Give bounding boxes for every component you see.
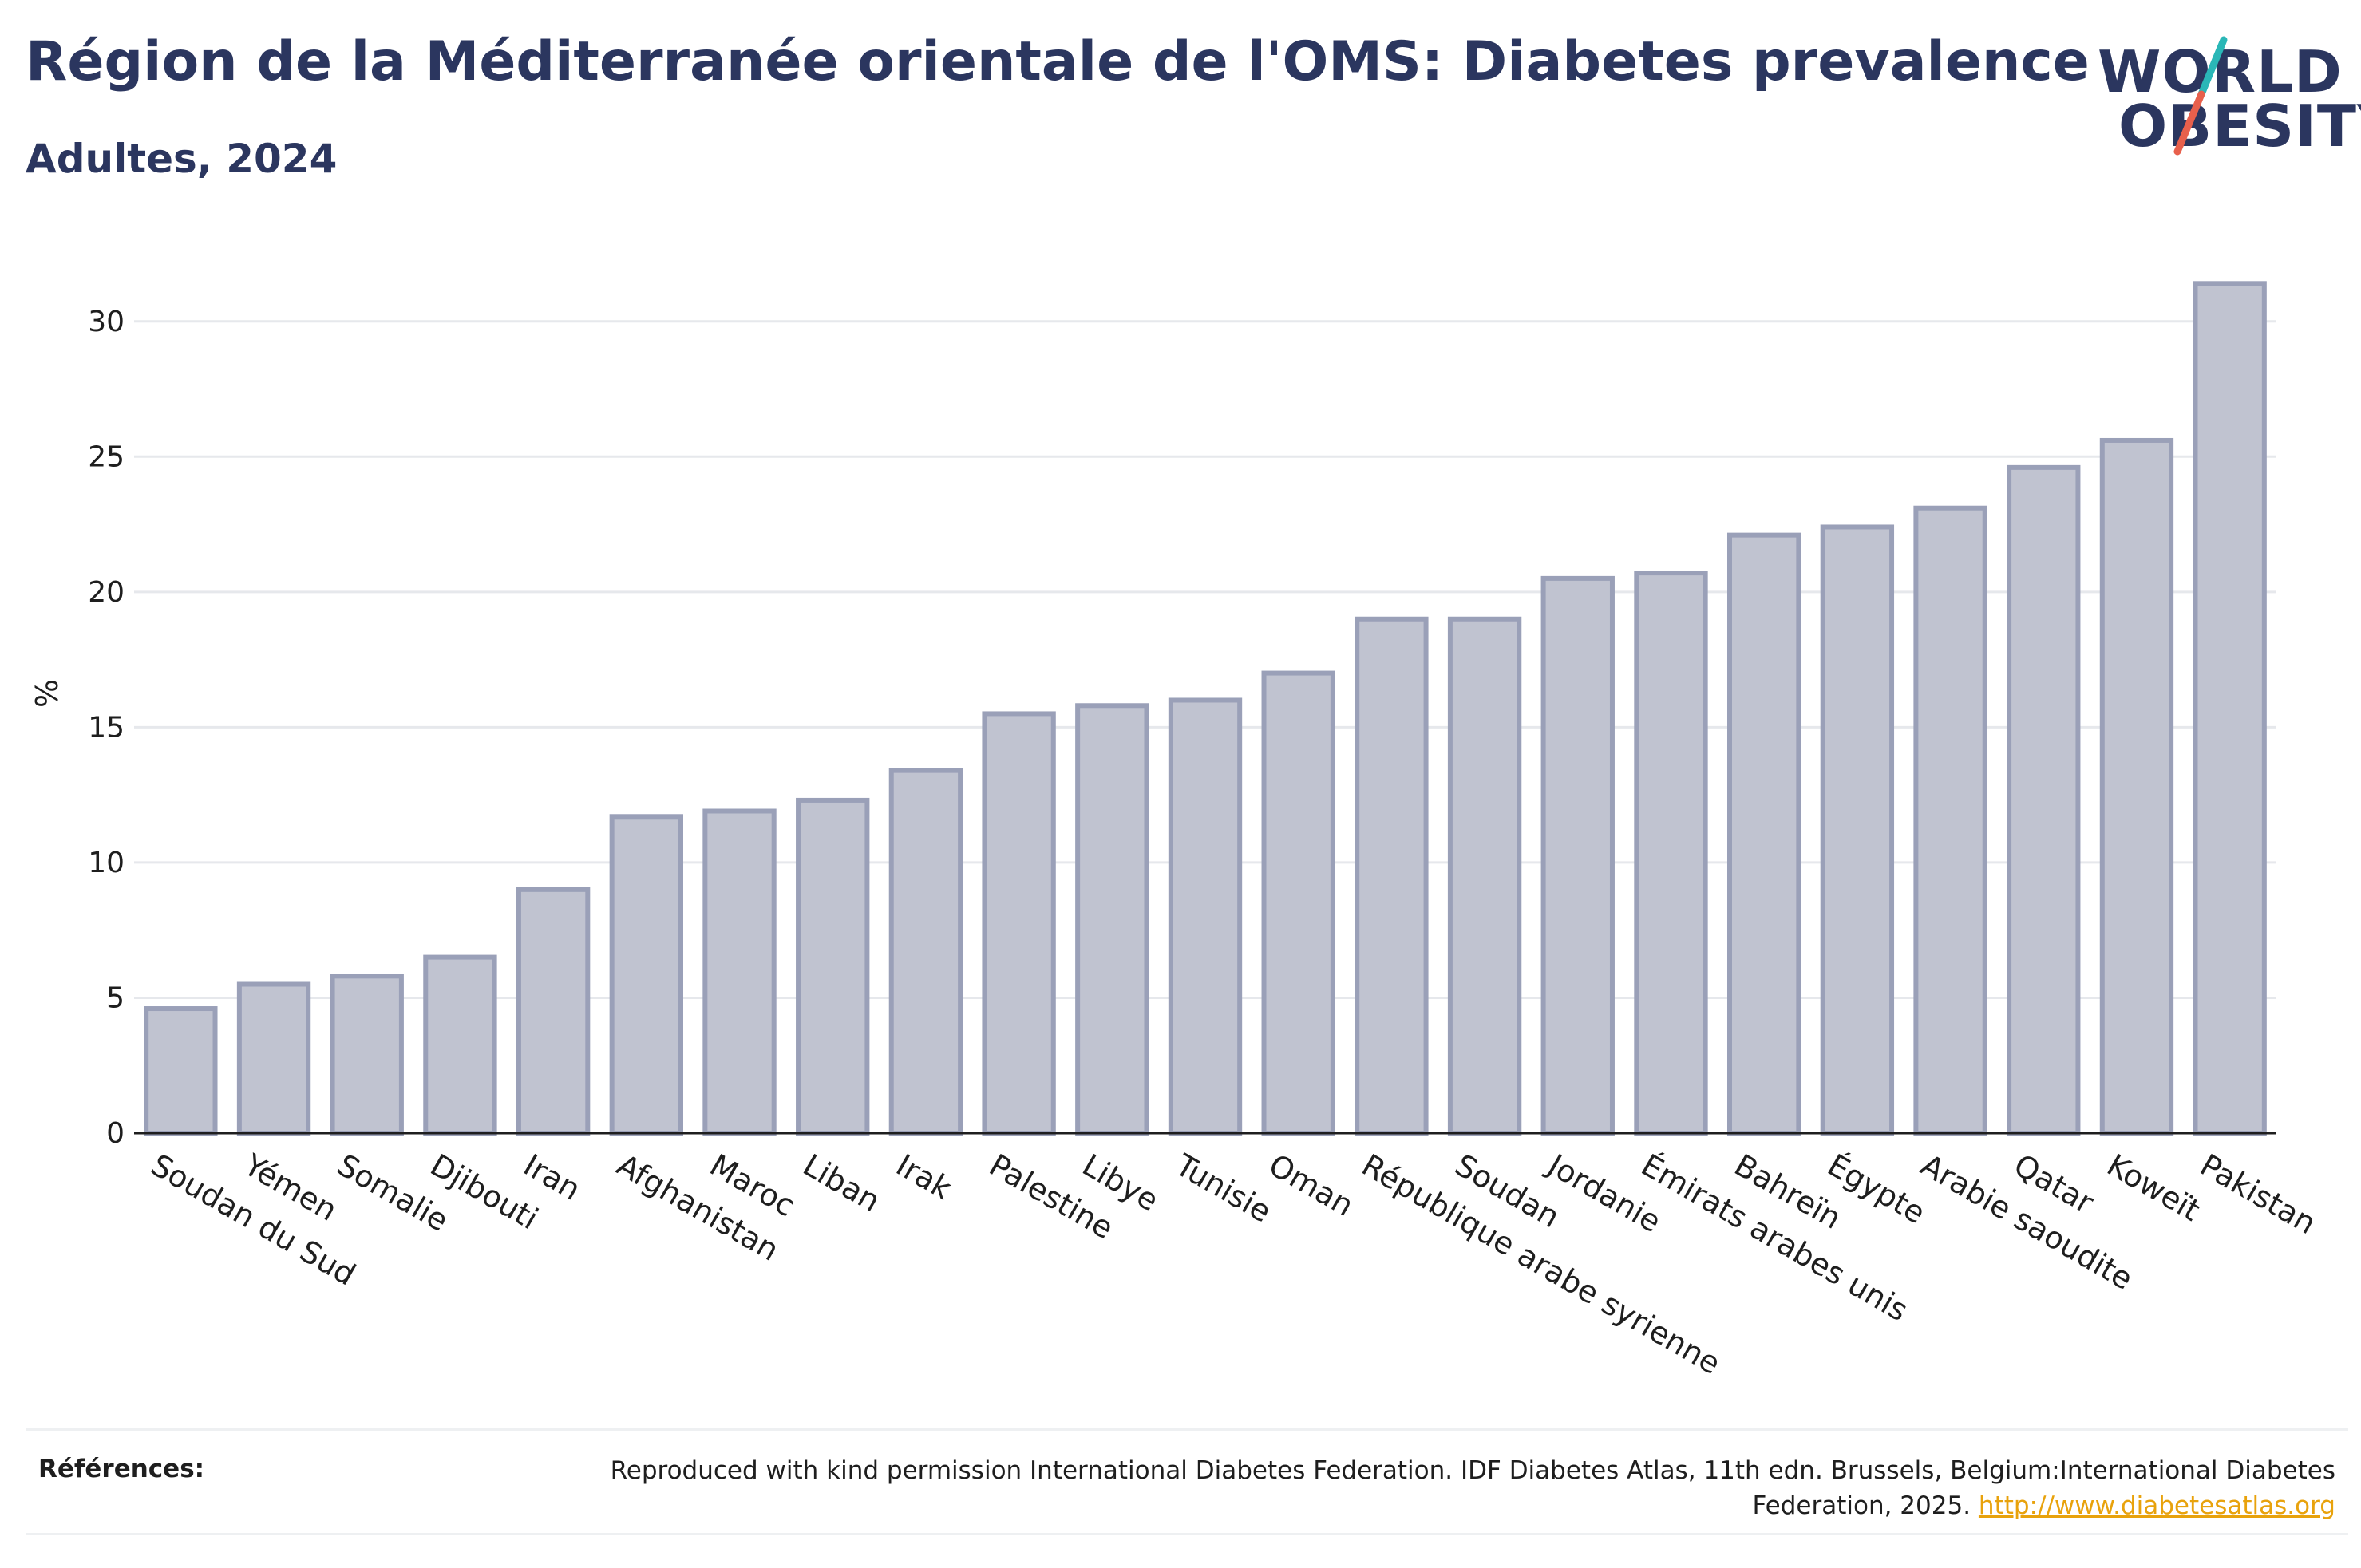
references-link[interactable]: http://www.diabetesatlas.org	[1978, 1491, 2335, 1520]
bar	[144, 1006, 218, 1136]
bar	[1168, 697, 1243, 1136]
bar	[2007, 464, 2081, 1136]
y-tick-label: 15	[88, 711, 125, 744]
bar	[516, 887, 591, 1136]
y-tick-label: 25	[88, 440, 125, 473]
x-tick-label: Irak	[890, 1147, 957, 1207]
logo-slash-icon	[2173, 36, 2228, 156]
bar	[2099, 437, 2174, 1136]
y-tick-label: 20	[88, 576, 125, 609]
x-tick-label: Liban	[797, 1147, 886, 1219]
y-tick-label: 10	[88, 847, 125, 879]
bar	[423, 954, 497, 1136]
x-tick-label: Pakistan	[2194, 1147, 2322, 1242]
bar	[1634, 571, 1708, 1136]
references-label: Références:	[38, 1455, 205, 1483]
bar	[1726, 532, 1801, 1136]
bar	[796, 797, 870, 1136]
references-text: Reproduced with kind permission Internat…	[579, 1453, 2335, 1523]
bar	[702, 808, 777, 1136]
chart-title: Région de la Méditerranée orientale de l…	[26, 30, 2090, 93]
bar	[1355, 616, 1429, 1136]
references-citation: Reproduced with kind permission Internat…	[610, 1456, 2335, 1520]
logo-word-obesity: OBESITY	[2118, 93, 2361, 160]
y-axis-label: %	[30, 679, 65, 708]
y-tick-label: 30	[88, 306, 125, 338]
bar	[982, 711, 1056, 1136]
bar	[1075, 703, 1149, 1136]
bar	[1447, 616, 1522, 1136]
bar	[888, 768, 963, 1136]
bar	[1540, 575, 1615, 1136]
y-tick-label: 0	[106, 1117, 125, 1150]
bar	[1261, 670, 1335, 1136]
chart-subtitle: Adultes, 2024	[26, 136, 338, 182]
x-tick-label: Koweït	[2101, 1147, 2205, 1228]
references-panel: Références: Reproduced with kind permiss…	[26, 1428, 2348, 1535]
bar	[330, 974, 404, 1136]
bar	[1913, 505, 1987, 1136]
y-tick-label: 5	[106, 981, 125, 1014]
bar	[1820, 524, 1895, 1136]
x-tick-label: Tunisie	[1169, 1147, 1277, 1230]
x-tick-label: Oman	[1263, 1147, 1359, 1223]
bar	[2193, 281, 2267, 1136]
world-obesity-logo: WORLD OBESITY	[2083, 32, 2361, 176]
bar	[609, 814, 684, 1136]
bar	[236, 981, 311, 1136]
